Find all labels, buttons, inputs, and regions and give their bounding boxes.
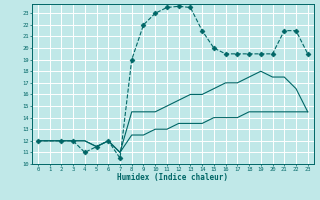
X-axis label: Humidex (Indice chaleur): Humidex (Indice chaleur)	[117, 173, 228, 182]
